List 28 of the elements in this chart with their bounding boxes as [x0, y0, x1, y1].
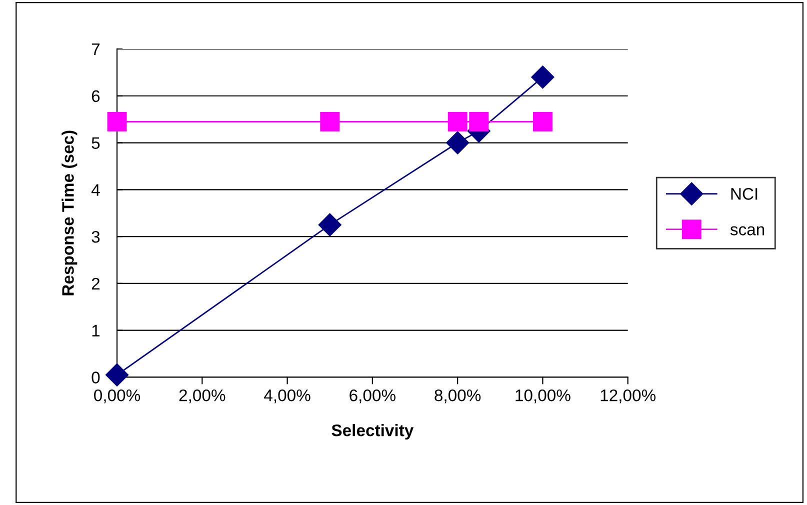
- x-tick-label: 10,00%: [516, 389, 570, 404]
- y-axis-title: Response Time (sec): [62, 130, 78, 296]
- x-tick-label: 12,00%: [600, 389, 656, 404]
- point: [320, 112, 340, 132]
- y-tick-label: 1: [92, 324, 100, 336]
- legend-label: NCI: [731, 188, 758, 200]
- point: [469, 112, 489, 132]
- y-tick-label: 6: [92, 90, 100, 102]
- point: [318, 213, 342, 236]
- x-tick-label: 0,00%: [94, 389, 140, 404]
- y-tick-label: 0: [92, 372, 100, 384]
- y-tick-label: 7: [92, 44, 100, 56]
- y-tick-label: 2: [92, 278, 100, 290]
- y-tick-label: 5: [92, 137, 100, 149]
- point: [107, 112, 127, 132]
- y-tick-label: 4: [91, 184, 100, 196]
- x-tick-label: 6,00%: [350, 389, 396, 404]
- point: [448, 112, 468, 132]
- point: [446, 131, 470, 154]
- x-tick-label: 2,00%: [179, 389, 226, 404]
- x-axis-title: Selectivity: [332, 424, 414, 440]
- y-tick-label: 3: [92, 230, 100, 243]
- point: [532, 112, 552, 132]
- legend-label: scan: [730, 226, 764, 236]
- point: [531, 66, 554, 89]
- x-tick-label: 8,00%: [434, 389, 481, 404]
- x-tick-label: 4,00%: [264, 389, 310, 404]
- point: [106, 363, 129, 386]
